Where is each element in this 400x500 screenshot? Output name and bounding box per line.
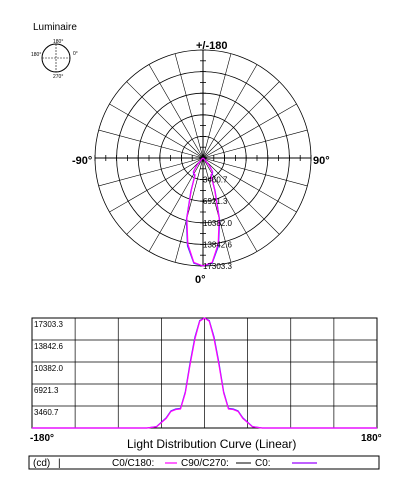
polar-value-label: 10382.0 [203,219,232,228]
polar-top-label: +/-180 [196,40,228,52]
polar-spoke [202,157,232,263]
linear-y-label: 3460.7 [34,408,59,417]
curve-title: Light Distribution Curve (Linear) [127,437,296,451]
polar-curve-c0-c180 [186,157,220,267]
icon-right-label: 0° [73,51,78,57]
icon-left-label: 180° [31,52,41,58]
polar-spoke [98,157,204,187]
linear-left-label: -180° [30,433,54,444]
polar-value-label: 13842.6 [203,240,232,249]
polar-value-label: 6921.3 [203,197,228,206]
polar-bottom-label: 0° [195,274,206,286]
polar-diagram: 3460.7 6921.3 10382.0 13842.6 17303.3 +/-180… [72,40,330,286]
polar-left-label: -90° [72,155,92,167]
linear-y-label: 13842.6 [34,342,63,351]
linear-curve-c0-c180 [32,317,377,429]
linear-grid [32,318,377,428]
luminaire-label: Luminaire [33,22,77,33]
polar-spoke [202,157,297,213]
linear-y-label: 6921.3 [34,386,59,395]
polar-value-labels: 3460.7 6921.3 10382.0 13842.6 17303.3 [203,176,232,271]
polar-axis-ticks [94,49,312,267]
polar-spoke [126,81,204,159]
icon-bottom-label: 270° [53,74,63,80]
polar-spoke [202,81,280,159]
polar-value-label: 3460.7 [203,176,228,185]
polar-spoke [98,129,204,159]
polar-spoke [174,53,204,159]
linear-y-label: 17303.3 [34,320,63,329]
icon-top-label: 180° [53,39,63,45]
legend-c90-c270-label: C90/C270: [181,458,229,469]
linear-right-label: 180° [361,433,382,444]
polar-spoke [109,103,204,159]
orientation-icon: 180° 180° 0° 270° [31,39,78,80]
legend-bar: (cd) | C0/C180: C90/C270: C0: [28,455,380,470]
polar-spoke [202,64,258,159]
linear-y-labels: 17303.3 13842.6 10382.0 6921.3 3460.7 [34,320,63,417]
polar-spoke [126,157,204,235]
legend-c0-c180-label: C0/C180: [112,458,154,469]
polar-value-label: 17303.3 [203,262,232,271]
legend-separator: | [58,458,61,469]
polar-spoke [148,64,204,159]
polar-spoke [202,157,280,235]
legend-c0-label: C0: [255,458,271,469]
polar-spoke [202,129,308,159]
polar-right-label: 90° [313,155,330,167]
linear-y-label: 10382.0 [34,364,63,373]
polar-spoke [148,157,204,252]
polar-spoke [202,157,308,187]
polar-spoke [174,157,204,263]
polar-spoke [202,103,297,159]
polar-spoke [109,157,204,213]
polar-spoke [202,53,232,159]
legend-unit: (cd) [33,458,50,469]
